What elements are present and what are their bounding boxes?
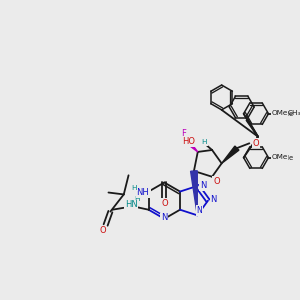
Text: F: F xyxy=(181,129,186,138)
Polygon shape xyxy=(190,171,197,215)
Text: N: N xyxy=(196,206,202,215)
Text: O: O xyxy=(279,154,285,160)
Text: H: H xyxy=(202,140,207,146)
Polygon shape xyxy=(222,146,239,164)
Text: O: O xyxy=(99,226,106,235)
Text: OMe: OMe xyxy=(279,111,294,117)
Text: O: O xyxy=(161,199,168,208)
Text: CH₃: CH₃ xyxy=(288,110,300,116)
Text: N: N xyxy=(211,196,217,205)
Text: H: H xyxy=(202,140,207,146)
Text: OMe: OMe xyxy=(271,154,288,160)
Text: O: O xyxy=(99,226,106,235)
Text: O: O xyxy=(278,109,284,115)
Text: O: O xyxy=(271,110,277,116)
Text: H: H xyxy=(133,185,138,191)
Text: H: H xyxy=(134,196,140,202)
Text: N: N xyxy=(196,206,202,215)
Text: O: O xyxy=(252,139,259,148)
Text: HN: HN xyxy=(125,200,138,209)
Text: OMe: OMe xyxy=(271,110,288,116)
Text: NH: NH xyxy=(137,187,150,196)
Text: NH: NH xyxy=(136,188,149,197)
Text: N: N xyxy=(161,213,167,222)
Text: O: O xyxy=(271,154,277,160)
Text: O: O xyxy=(161,199,168,208)
Text: O: O xyxy=(279,154,285,160)
Text: F: F xyxy=(181,130,186,139)
Text: N: N xyxy=(211,195,217,204)
Text: HO: HO xyxy=(182,137,195,146)
Text: OMe: OMe xyxy=(279,154,294,160)
Text: O: O xyxy=(279,111,285,117)
Text: H: H xyxy=(131,185,137,191)
Text: O: O xyxy=(213,177,219,186)
Polygon shape xyxy=(184,138,198,152)
Text: N: N xyxy=(200,182,206,190)
Text: O: O xyxy=(214,177,220,186)
Text: N: N xyxy=(161,213,167,222)
Text: N: N xyxy=(200,182,206,190)
Text: HO: HO xyxy=(183,137,196,146)
Text: O: O xyxy=(252,139,259,148)
Text: HN: HN xyxy=(125,200,138,209)
